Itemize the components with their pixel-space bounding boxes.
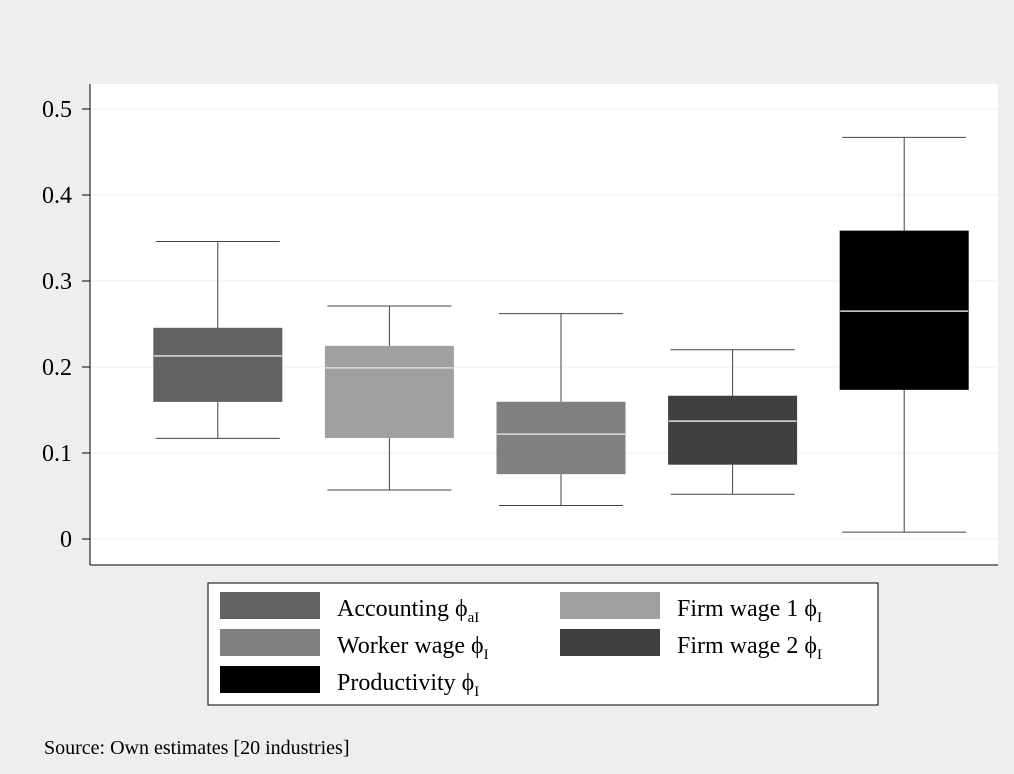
box-firm-wage-1	[324, 305, 454, 491]
legend-item: Accounting ϕaI	[220, 592, 479, 626]
legend-subscript: I	[474, 684, 479, 700]
box-accounting	[153, 240, 283, 439]
legend-swatch	[560, 629, 660, 656]
y-tick-label: 0.3	[42, 269, 72, 295]
legend-swatch	[220, 592, 320, 619]
y-tick-label: 0.1	[42, 441, 72, 467]
legend-label: Accounting ϕaI	[337, 596, 479, 626]
legend-swatch	[220, 666, 320, 693]
legend-subscript: I	[817, 647, 822, 663]
legend-item: Firm wage 1 ϕI	[560, 592, 822, 626]
legend-label: Productivity ϕI	[337, 670, 479, 700]
y-axis: 0 0.1 0.2 0.3 0.4 0.5	[42, 84, 998, 566]
box-productivity	[839, 136, 969, 533]
legend-item: Worker wage ϕI	[220, 629, 489, 663]
box-iqr	[496, 401, 626, 475]
legend-subscript: aI	[468, 610, 480, 626]
box-firm-wage-2	[668, 349, 798, 495]
legend-label: Worker wage ϕI	[337, 633, 489, 663]
y-tick-label: 0	[60, 527, 72, 553]
y-tick-label: 0.2	[42, 355, 72, 381]
legend-swatch	[560, 592, 660, 619]
box-iqr	[324, 345, 454, 439]
boxes	[153, 136, 969, 533]
legend: Accounting ϕaI Firm wage 1 ϕI Worker wage …	[207, 582, 879, 706]
y-tick-label: 0.5	[42, 97, 72, 123]
box-iqr	[668, 395, 798, 465]
legend-subscript: I	[484, 647, 489, 663]
box-worker-wage	[496, 313, 626, 506]
box-iqr	[839, 230, 969, 390]
box-iqr	[153, 327, 283, 402]
legend-label: Firm wage 2 ϕI	[677, 633, 822, 663]
legend-label: Firm wage 1 ϕI	[677, 596, 822, 626]
legend-subscript: I	[817, 610, 822, 626]
y-tick-label: 0.4	[42, 183, 72, 209]
source-note: Source: Own estimates [20 industries]	[44, 737, 350, 759]
legend-item: Productivity ϕI	[220, 666, 479, 700]
legend-item: Firm wage 2 ϕI	[560, 629, 822, 663]
legend-swatch	[220, 629, 320, 656]
